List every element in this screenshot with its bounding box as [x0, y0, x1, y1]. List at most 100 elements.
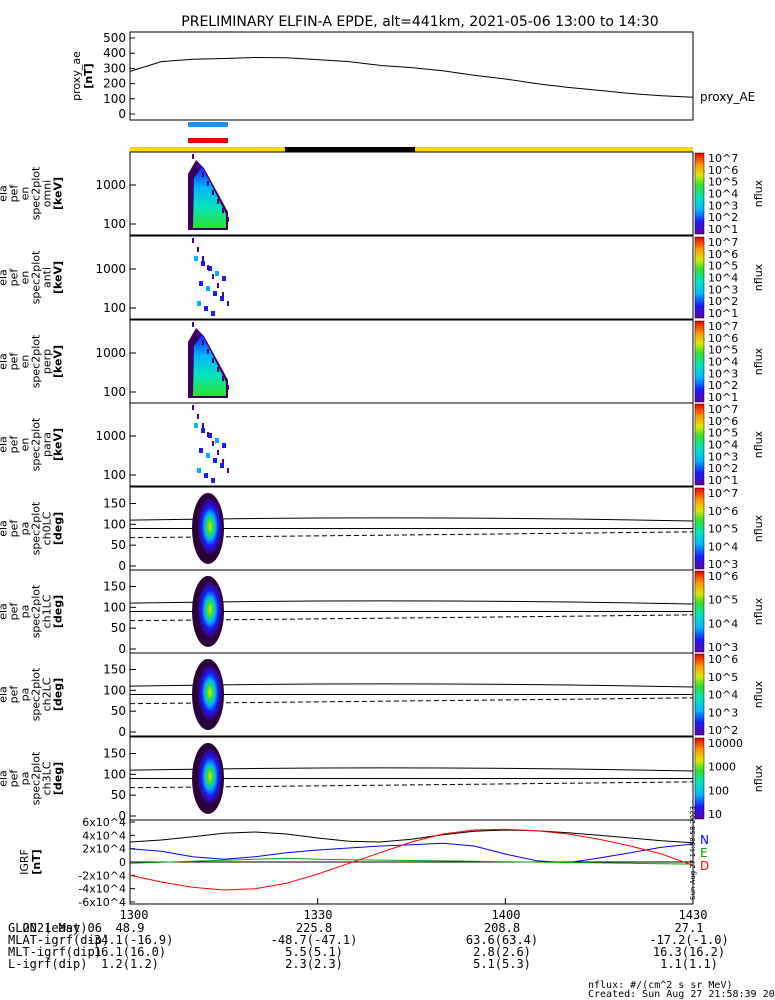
pitch-angle-panel: 150 100 50 0 10^6 10^5 10^4 10^3 nflux elapefpasp… — [0, 569, 765, 656]
colorbar-tick-label: 1000 — [708, 761, 736, 774]
panel-ylabel-line: perp — [41, 349, 54, 374]
colorbar-tick-label: 10^4 — [708, 272, 738, 285]
y-tick-label: 0 — [118, 809, 126, 823]
y-tick-label: 200 — [103, 77, 126, 91]
colorbar-tick-label: 10^4 — [708, 617, 738, 630]
units-note: nflux: #/(cm^2 s sr MeV) — [588, 980, 733, 991]
spectrogram-pixel — [207, 349, 209, 354]
spectrogram-pixel — [197, 468, 201, 473]
panel-ylabel-line: spec2plot — [30, 250, 43, 304]
spectrogram-pixel — [192, 238, 194, 243]
spectrogram-pixel — [213, 458, 217, 463]
orbit-row-value: 16.3(16.2) — [652, 945, 726, 959]
spectrogram-pixel — [206, 453, 210, 458]
spectrogram-pixel — [197, 414, 199, 419]
colorbar-label: nflux — [752, 514, 765, 542]
igrf-d-line — [129, 828, 694, 891]
colorbar-tick-label: 10^2 — [708, 724, 738, 737]
igrf-ylabel-line: [nT] — [30, 849, 43, 874]
orbit-row-value: 1.1(1.1) — [660, 957, 718, 971]
panel-ylabel-line: spec2plot — [30, 751, 43, 805]
panel-ylabel-line: ch2LC — [41, 677, 54, 711]
colorbar-label: nflux — [752, 680, 765, 708]
panel-ylabel-line: ela — [0, 686, 10, 703]
colorbar-label: nflux — [752, 430, 765, 458]
orbit-row-value: 225.8 — [295, 921, 333, 935]
colorbar-tick-label: 10^5 — [708, 671, 738, 684]
orbit-row-value: -48.7(-47.1) — [270, 933, 358, 947]
energy-panel: 1000 100 10^710^610^510^410^310^210^1 nflux… — [0, 402, 765, 487]
energy-panel: 1000 100 10^710^610^510^410^310^210^1 nflux… — [0, 151, 765, 236]
spectrogram-pixel — [222, 459, 224, 464]
colorbar-tick-label: 10 — [708, 808, 722, 821]
spectrogram-pixel — [213, 291, 217, 296]
spectrogram-pixel — [197, 247, 199, 252]
panel-ylabel-line: [keV] — [52, 428, 65, 461]
spectrogram-pixel — [212, 190, 214, 195]
spectrogram-pixel — [211, 478, 215, 483]
panel-ylabel-line: en — [19, 271, 32, 285]
panel-ylabel-line: spec2plot — [30, 417, 43, 471]
pitch-angle-spectrogram-panels: 15010050010^710^610^510^410^3nfluxelapef… — [0, 486, 765, 823]
colorbar-label: nflux — [752, 597, 765, 625]
panel-ylabel-line: pef — [8, 685, 21, 704]
spectrogram-pixel — [197, 331, 199, 336]
orbit-row-label: L-igrf(dip) — [8, 957, 88, 971]
colorbar-tick-label: 10^6 — [708, 570, 738, 583]
colorbar-tick-label: 10^7 — [708, 487, 738, 500]
y-tick-label: 100 — [103, 517, 126, 531]
igrf-legend-d: D — [700, 859, 709, 873]
y-tick-label: 1000 — [95, 429, 126, 443]
colorbar-tick-label: 10^6 — [708, 653, 738, 666]
time-axis-tick-label: 1400 — [491, 908, 521, 922]
time-axis-tick-label: 1300 — [119, 908, 149, 922]
colorbar-tick-label: 10^2 — [708, 379, 738, 392]
orbit-row-label: MLT-igrf(dip) — [8, 945, 102, 959]
orbit-row-value: -17.2(-1.0) — [649, 933, 729, 947]
colorbar-tick-label: 10^7 — [708, 152, 738, 165]
spectrogram-pixel — [207, 432, 209, 437]
spectrogram-pixel — [215, 438, 219, 443]
colorbar-tick-label: 10^5 — [708, 176, 738, 189]
y-tick-label: 50 — [111, 621, 126, 635]
time-axis-row: 2021 May 06 — [8, 909, 728, 935]
orbit-row-value: -34.1(-16.9) — [86, 933, 174, 947]
panel-ylabel-line: [deg] — [52, 512, 65, 545]
proxy-ae-series-label: proxy_AE — [700, 90, 755, 104]
spectrogram-pixel — [202, 423, 204, 428]
colorbar-tick-label: 10^4 — [708, 439, 738, 452]
spectrogram-pixel — [206, 286, 210, 291]
colorbar-tick-label: 10^3 — [708, 706, 738, 719]
spectrogram-pixel — [192, 154, 194, 159]
panel-frame — [129, 151, 694, 236]
spectrogram-pixel — [197, 301, 201, 306]
energy-panel: 1000 100 10^710^610^510^410^310^210^1 nflux… — [0, 235, 765, 320]
spectrogram-pixel — [227, 385, 229, 390]
colorbar-tick-label: 10^2 — [708, 462, 738, 475]
colorbar-tick-label: 10^5 — [708, 427, 738, 440]
panel-ylabel-line: ela — [0, 185, 10, 202]
y-tick-label: 0 — [118, 559, 126, 573]
y-tick-label: 4x10^4 — [82, 829, 126, 842]
panel-ylabel-line: [deg] — [52, 762, 65, 795]
igrf-legend-n: N — [700, 833, 709, 847]
panel-ylabel-line: ela — [0, 353, 10, 370]
proxy-ae-line — [129, 56, 694, 98]
pitch-angle-panel: 150 100 50 0 10000 1000 100 10 nflux elapefpaspec… — [0, 736, 765, 823]
spectrogram-pixel — [220, 296, 224, 301]
y-tick-label: 150 — [103, 580, 126, 594]
y-tick-label: 0 — [118, 642, 126, 656]
spectrogram-pixel — [217, 283, 219, 288]
y-tick-label: 100 — [103, 468, 126, 482]
y-tick-label: -4x10^4 — [78, 883, 126, 896]
panel-ylabel-line: pef — [8, 268, 21, 287]
y-tick-label: 400 — [103, 46, 126, 60]
y-tick-label: 1000 — [95, 346, 126, 360]
